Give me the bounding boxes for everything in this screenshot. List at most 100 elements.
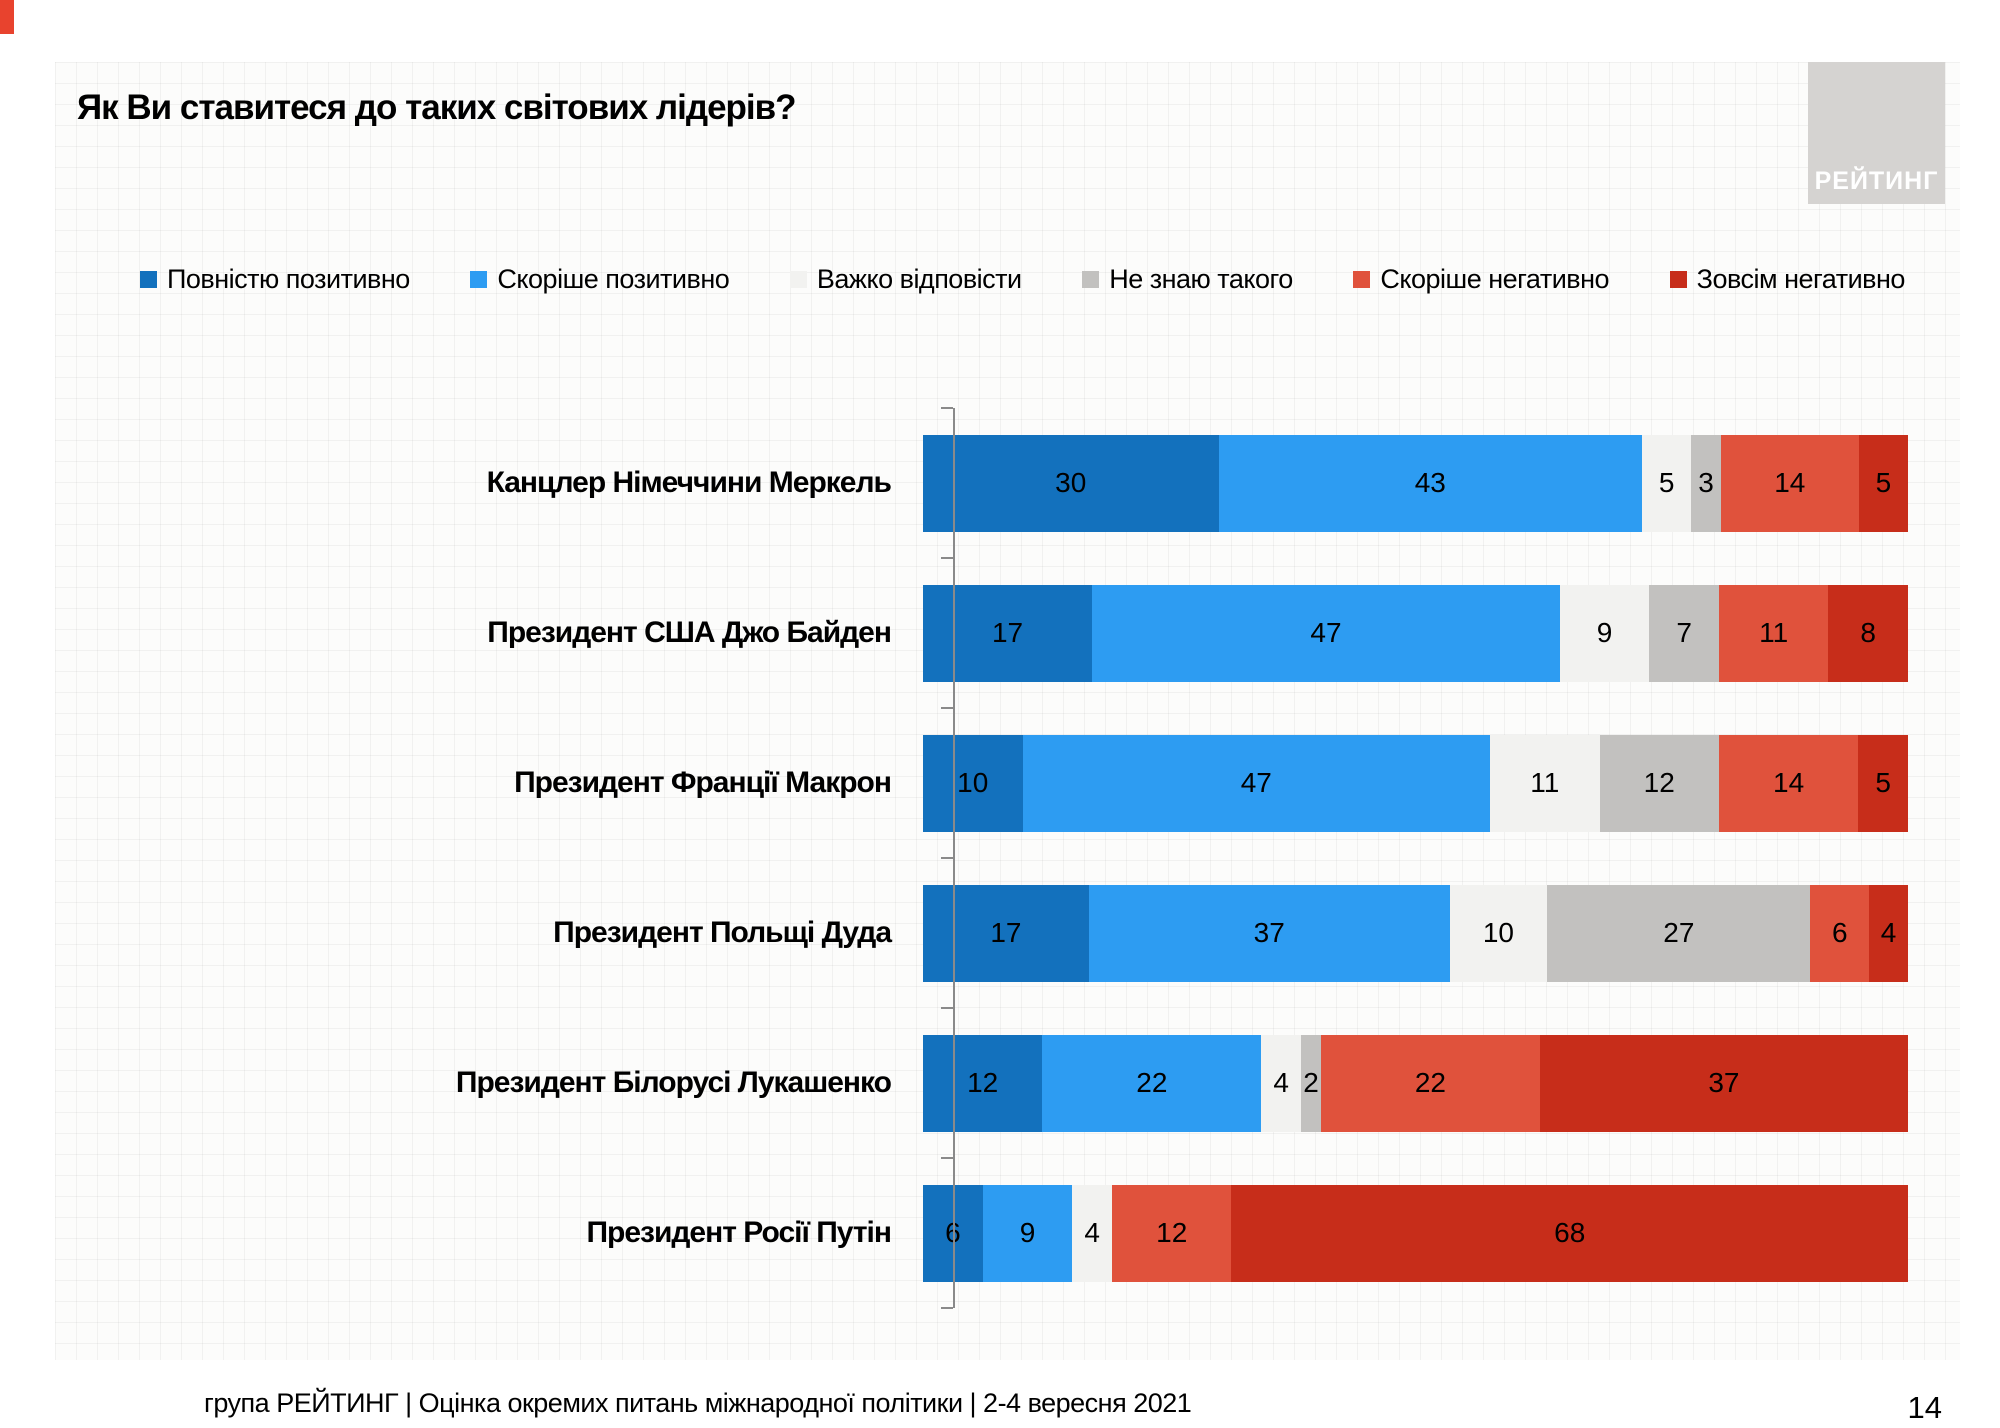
bar-segment: 9: [982, 1184, 1073, 1282]
stacked-bar: 17 47 9 7 11 8: [923, 584, 1908, 682]
segment-value: 4: [1273, 1067, 1289, 1098]
axis-tick: [941, 707, 953, 709]
legend-swatch: [1082, 271, 1100, 288]
axis-tick: [941, 407, 953, 409]
bar-segment: 47: [1022, 734, 1491, 832]
segment-value: 9: [1596, 617, 1613, 648]
rating-logo-text: РЕЙТИНГ: [1814, 167, 1939, 195]
bar-segment: 43: [1218, 434, 1643, 532]
axis-tick: [941, 857, 953, 859]
bar-segment: 22: [1042, 1034, 1262, 1132]
legend-item: Скоріше негативно: [1353, 264, 1610, 295]
legend-item: Повністю позитивно: [140, 264, 410, 295]
stacked-bar: 12 22 4 2 22 37: [923, 1034, 1908, 1132]
segment-value: 17: [991, 617, 1024, 648]
segment-value: 8: [1860, 617, 1876, 648]
legend-swatch: [789, 271, 807, 288]
bar-segment: 27: [1547, 884, 1811, 982]
bar-segment: 11: [1490, 734, 1600, 832]
segment-value: 10: [1482, 917, 1514, 948]
stacked-bar: 10 47 11 12 14 5: [923, 734, 1908, 832]
bar-segment: 4: [1261, 1034, 1302, 1132]
red-corner-mark: [0, 0, 14, 34]
bar-segment: 4: [1869, 884, 1909, 982]
bar-segment: 9: [1559, 584, 1650, 682]
page-number: 14: [1907, 1390, 1942, 1425]
legend-label: Важко відповісти: [816, 264, 1022, 294]
segment-value: 12: [1643, 767, 1675, 798]
bar-segment: 6: [923, 1184, 983, 1282]
bar-segment: 30: [923, 434, 1219, 532]
segment-value: 14: [1774, 467, 1806, 498]
bar-segment: 2: [1301, 1034, 1321, 1132]
bar-segment: 6: [1810, 884, 1869, 982]
segment-value: 68: [1554, 1217, 1586, 1248]
segment-value: 22: [1414, 1067, 1446, 1098]
bar-segment: 5: [1642, 434, 1692, 532]
bar-segment: 10: [923, 734, 1023, 832]
axis-tick: [941, 1007, 953, 1009]
segment-value: 37: [1253, 917, 1285, 948]
segment-value: 17: [990, 917, 1022, 948]
bar-segment: 4: [1072, 1184, 1113, 1282]
bar-segment: 37: [1088, 884, 1450, 982]
segment-value: 4: [1880, 917, 1897, 948]
bar-segment: 12: [1599, 734, 1719, 832]
segment-value: 27: [1663, 917, 1695, 948]
rating-logo: РЕЙТИНГ: [1808, 62, 1945, 204]
chart-row: Президент США Джо Байден 17 47 9 7 11 8: [55, 558, 1960, 708]
chart-legend: Повністю позитивно Скоріше позитивно Важко…: [140, 264, 1905, 295]
segment-value: 12: [967, 1067, 999, 1098]
legend-item: Зовсім негативно: [1669, 264, 1906, 295]
chart-row: Президент Польщі Дуда 17 37 10 27 6 4: [55, 858, 1960, 1008]
bar-segment: 10: [1449, 884, 1548, 982]
segment-value: 37: [1708, 1067, 1740, 1098]
legend-swatch: [1353, 271, 1371, 288]
segment-value: 9: [1019, 1217, 1036, 1248]
bar-segment: 11: [1718, 584, 1829, 682]
bar-segment: 14: [1718, 734, 1859, 832]
legend-label: Зовсім негативно: [1696, 264, 1906, 294]
legend-label: Повністю позитивно: [167, 264, 410, 294]
stacked-bar-chart: Канцлер Німеччини Меркель 30 43 5 3 14 5 Презид…: [55, 407, 1960, 1309]
category-label: Президент Польщі Дуда: [553, 916, 892, 949]
segment-value: 7: [1676, 617, 1692, 648]
bar-segment: 5: [1858, 734, 1908, 832]
legend-item: Скоріше позитивно: [470, 264, 730, 295]
segment-value: 14: [1773, 767, 1805, 798]
segment-value: 10: [957, 767, 989, 798]
segment-value: 5: [1658, 467, 1675, 498]
legend-swatch: [470, 271, 488, 288]
content-panel: Як Ви ставитеся до таких світових лідері…: [55, 62, 1960, 1360]
bar-segment: 17: [923, 584, 1093, 682]
legend-swatch: [140, 271, 157, 288]
segment-value: 22: [1136, 1067, 1168, 1098]
category-axis-line: [953, 408, 955, 1308]
segment-value: 5: [1875, 467, 1892, 498]
axis-tick: [941, 557, 953, 559]
legend-swatch: [1669, 271, 1687, 288]
bar-segment: 17: [923, 884, 1089, 982]
footer-source-text: група РЕЙТИНГ | Оцінка окремих питань мі…: [204, 1388, 1192, 1418]
stacked-bar: 6 9 4 12 68: [923, 1184, 1908, 1282]
axis-tick: [941, 1307, 953, 1309]
chart-row: Президент Росії Путін 6 9 4 12 68: [55, 1158, 1960, 1308]
segment-value: 47: [1310, 617, 1342, 648]
segment-value: 6: [1831, 917, 1848, 948]
legend-label: Скоріше негативно: [1380, 264, 1610, 294]
bar-segment: 47: [1092, 584, 1560, 682]
category-label: Канцлер Німеччини Меркель: [486, 466, 892, 499]
bar-segment: 12: [1112, 1184, 1232, 1282]
chart-row: Канцлер Німеччини Меркель 30 43 5 3 14 5: [55, 408, 1960, 558]
segment-value: 4: [1084, 1217, 1100, 1248]
legend-item: Не знаю такого: [1082, 264, 1293, 295]
stacked-bar: 30 43 5 3 14 5: [923, 434, 1908, 532]
segment-value: 2: [1303, 1067, 1319, 1098]
bar-segment: 5: [1858, 434, 1908, 532]
segment-value: 5: [1875, 767, 1891, 798]
segment-value: 47: [1240, 767, 1272, 798]
chart-rows: Канцлер Німеччини Меркель 30 43 5 3 14 5 Презид…: [55, 408, 1960, 1308]
category-label: Президент США Джо Байден: [487, 616, 892, 649]
segment-value: 11: [1530, 767, 1560, 798]
